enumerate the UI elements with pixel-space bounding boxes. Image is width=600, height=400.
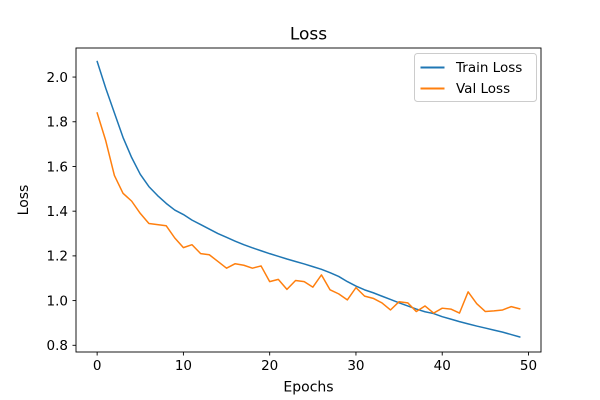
- x-tick-label: 20: [261, 358, 278, 374]
- legend-box: [414, 53, 537, 102]
- legend: Train Loss Val Loss: [414, 53, 537, 102]
- plot-area: [96, 60, 521, 338]
- y-axis-label: Loss: [16, 185, 32, 216]
- y-tick-label: 1.6: [47, 159, 68, 175]
- val-loss-line: [96, 112, 521, 314]
- y-tick-label: 2.0: [47, 70, 68, 86]
- x-tick-label: 40: [434, 358, 451, 374]
- y-tick-label: 1.8: [47, 115, 68, 131]
- x-tick-label: 50: [520, 358, 537, 374]
- x-tick-label: 30: [347, 358, 364, 374]
- y-tick-label: 0.8: [47, 338, 68, 354]
- axes-spines: [75, 47, 542, 353]
- legend-label-val-loss: Val Loss: [456, 81, 510, 97]
- y-tick-label: 1.2: [47, 249, 68, 265]
- legend-label-train-loss: Train Loss: [455, 60, 522, 76]
- chart-title: Loss: [290, 25, 327, 45]
- x-tick-label: 10: [175, 358, 192, 374]
- axis-ticks: 0 10 20 30 40 50 0.8 1.0 1.2 1.4 1.6 1.8 2.0: [47, 70, 538, 374]
- x-axis-label: Epochs: [283, 380, 333, 396]
- train-loss-line: [96, 60, 521, 338]
- y-tick-label: 1.4: [47, 204, 68, 220]
- x-tick-label: 0: [93, 358, 102, 374]
- y-tick-label: 1.0: [47, 293, 68, 309]
